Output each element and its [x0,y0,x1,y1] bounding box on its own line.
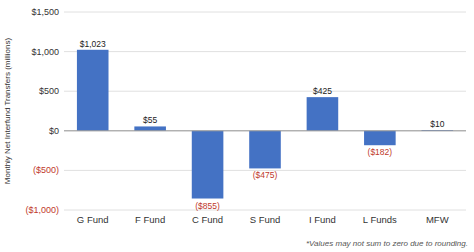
x-tick-label: F Fund [135,214,165,225]
x-tick-label: G Fund [77,214,109,225]
grid-line [64,51,466,52]
zero-line [64,130,466,131]
bar [77,50,109,131]
grid-line [64,130,466,131]
data-label: ($182) [368,147,393,157]
data-label: $55 [143,115,157,125]
grid-line [64,210,466,211]
y-tick-label: $500 [39,86,59,96]
data-label: ($855) [195,201,220,211]
y-axis-label: Monthly Net Interfund Transfers (million… [3,38,12,185]
chart: ($1,000) ($500) $0 $500 $1,000 $1,500 $1,023 $5… [0,0,474,252]
x-tick-label: C Fund [192,214,223,225]
bars [77,50,453,199]
x-tick-label: L Funds [363,214,397,225]
x-tick-label: MFW [426,214,449,225]
data-label: $425 [313,86,332,96]
bar [307,97,339,131]
y-tick-label: ($1,000) [25,205,59,215]
x-tick-label: I Fund [309,214,336,225]
bar [134,126,166,130]
y-tick-label: $1,500 [31,7,59,17]
grid-line [64,91,466,92]
bar [364,131,396,145]
footnote: *Values may not sum to zero due to round… [306,239,468,248]
bar [192,131,224,199]
bar [249,131,281,169]
x-tick-label: S Fund [250,214,281,225]
data-label: ($475) [253,170,278,180]
data-label: $10 [430,119,444,129]
data-label: $1,023 [80,39,106,49]
y-tick-label: ($500) [33,165,59,175]
y-tick-label: $0 [49,126,59,136]
y-tick-label: $1,000 [31,47,59,57]
grid [64,12,466,210]
grid-line [64,12,466,13]
